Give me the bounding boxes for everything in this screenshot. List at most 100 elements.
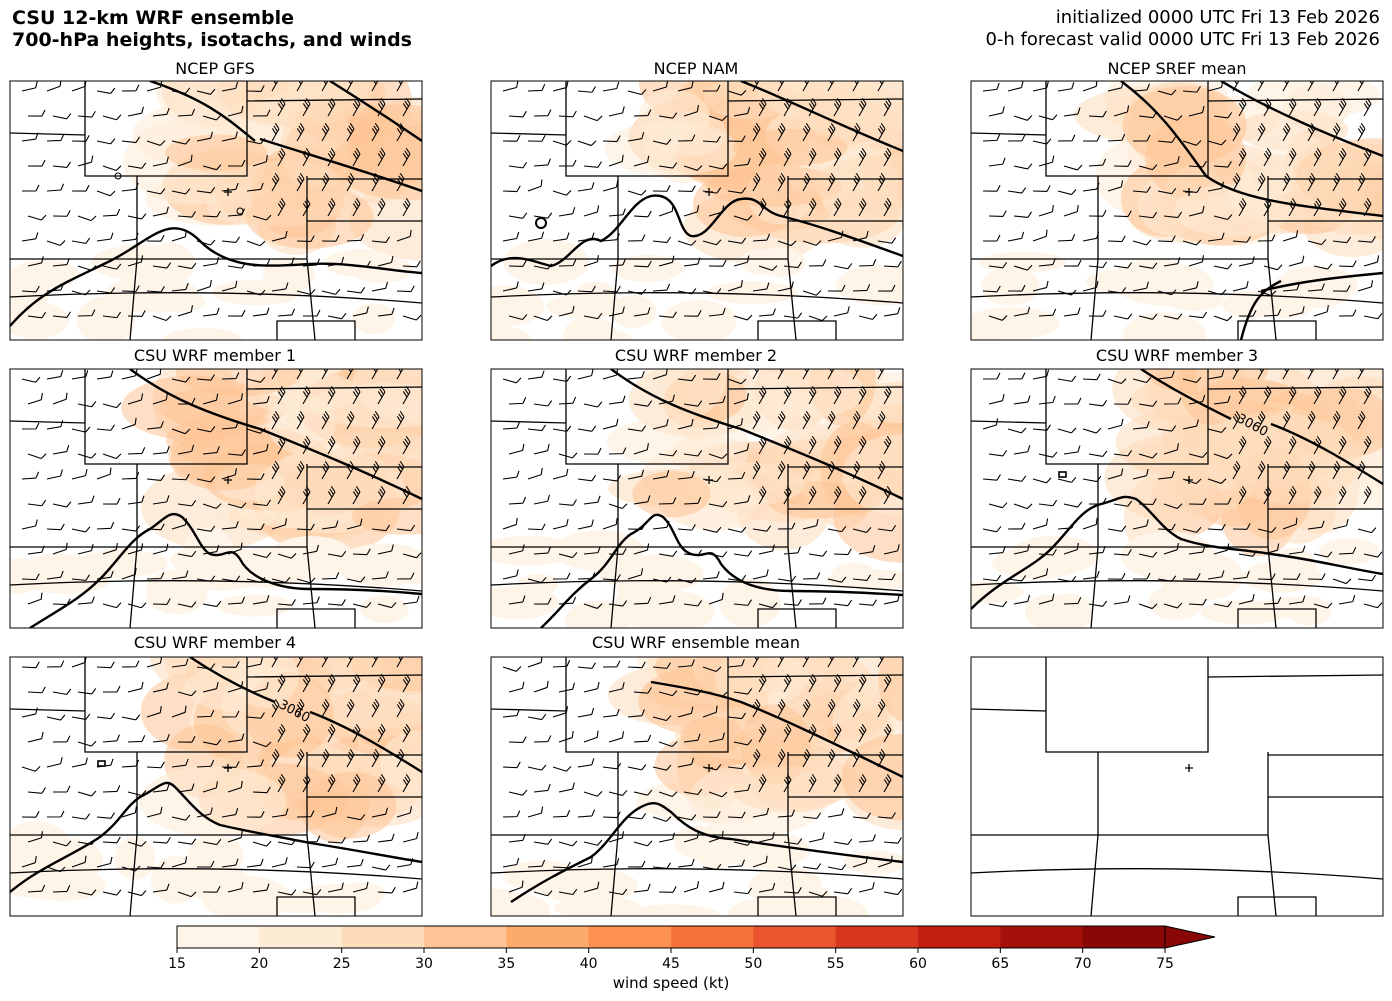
- wind-barb: [1263, 308, 1282, 317]
- wind-barb: [1082, 570, 1100, 580]
- wind-barb: [1257, 410, 1266, 430]
- wind-barb: [327, 723, 336, 743]
- wind-barb: [227, 105, 244, 117]
- wind-barb: [833, 306, 850, 317]
- wind-barb: [883, 837, 902, 844]
- wind-barb: [1157, 523, 1176, 531]
- wind-barb: [1288, 255, 1305, 267]
- wind-barb: [77, 309, 96, 317]
- wind-barb: [271, 460, 280, 480]
- wind-barb: [508, 595, 526, 605]
- wind-barb: [27, 787, 46, 794]
- wind-barb: [727, 237, 747, 244]
- wind-barb: [152, 734, 170, 743]
- wind-barb: [277, 385, 286, 405]
- wind-barb: [1057, 233, 1076, 242]
- wind-barb: [702, 475, 722, 483]
- wind-barb: [96, 521, 115, 530]
- wind-barb: [883, 97, 892, 117]
- wind-barb: [677, 374, 697, 382]
- wind-barb: [1338, 435, 1347, 455]
- wind-barb: [1238, 385, 1247, 405]
- wind-shade-blob: [1148, 585, 1204, 620]
- colorbar-tick-label: 55: [827, 956, 845, 972]
- wind-barb: [777, 410, 786, 430]
- wind-barb: [196, 131, 213, 142]
- wind-barb: [608, 154, 624, 167]
- wind-barb: [988, 210, 1007, 218]
- wind-barb: [1088, 600, 1108, 607]
- wind-barb: [552, 289, 572, 296]
- wind-barb: [677, 288, 697, 295]
- wind-barb: [1107, 418, 1124, 430]
- wind-barb: [1207, 570, 1225, 580]
- wind-barb: [1238, 97, 1247, 117]
- wind-barb: [982, 474, 1001, 481]
- wind-barb: [733, 215, 753, 221]
- wind-barb: [246, 858, 264, 868]
- wind-barb: [371, 410, 380, 430]
- wind-barb: [21, 232, 39, 242]
- wind-barb: [1357, 574, 1377, 582]
- wind-barb: [752, 122, 761, 142]
- wind-barb: [708, 501, 728, 508]
- wind-barb: [633, 596, 652, 605]
- wind-barb: [1232, 172, 1241, 192]
- wind-barb: [1032, 280, 1049, 292]
- wind-shade-blob: [610, 294, 656, 329]
- wind-barb: [21, 132, 39, 142]
- wind-barb: [783, 261, 803, 269]
- wind-barb: [21, 707, 38, 718]
- wind-barb: [883, 773, 892, 793]
- wind-barb: [146, 140, 166, 146]
- wind-barb: [502, 569, 519, 580]
- wind-barb: [1338, 546, 1357, 555]
- wind-barb: [733, 314, 753, 321]
- wind-barb: [558, 259, 577, 267]
- wind-barb: [652, 662, 671, 669]
- wind-barb: [677, 81, 694, 92]
- wind-barb: [852, 284, 871, 292]
- wind-barb: [827, 122, 836, 142]
- wind-barb: [733, 495, 751, 505]
- wind-shade-blob: [29, 553, 89, 576]
- wind-shade-blob: [517, 573, 559, 595]
- wind-shade-blob: [680, 716, 745, 755]
- wind-barb: [1107, 235, 1126, 243]
- wind-barb: [346, 460, 355, 480]
- wind-barb: [27, 256, 44, 267]
- wind-barb: [371, 524, 391, 532]
- wind-barb: [102, 311, 122, 319]
- wind-barb: [1357, 172, 1366, 192]
- wind-barb: [777, 864, 797, 871]
- wind-barb: [71, 713, 91, 720]
- wind-barb: [1313, 435, 1322, 455]
- wind-barb: [783, 887, 802, 894]
- wind-barb: [558, 552, 578, 559]
- wind-barb: [1288, 197, 1297, 217]
- wind-barb: [1057, 375, 1077, 382]
- wind-barb: [327, 197, 336, 217]
- wind-barb: [558, 730, 574, 743]
- wind-barb: [302, 723, 311, 743]
- wind-barb: [1182, 140, 1202, 146]
- wind-barb: [808, 97, 817, 117]
- wind-barb: [1338, 309, 1357, 317]
- wind-barb: [177, 154, 193, 167]
- wind-shade-blob: [349, 179, 422, 261]
- wind-barb: [202, 739, 222, 746]
- wind-barb: [833, 435, 842, 455]
- wind-shade-blob: [324, 249, 397, 278]
- wind-barb: [1238, 594, 1255, 605]
- wind-barb: [502, 761, 521, 769]
- wind-barb: [1013, 594, 1031, 605]
- figure-title: CSU 12-km WRF ensemble 700-hPa heights, …: [12, 7, 412, 51]
- wind-barb: [508, 162, 528, 169]
- wind-barb: [808, 315, 828, 322]
- wind-barb: [633, 260, 652, 268]
- wind-barb: [52, 785, 71, 793]
- wind-barb: [377, 602, 397, 609]
- wind-barb: [1363, 97, 1372, 117]
- wind-barb: [1232, 81, 1241, 92]
- wind-barb: [802, 369, 811, 380]
